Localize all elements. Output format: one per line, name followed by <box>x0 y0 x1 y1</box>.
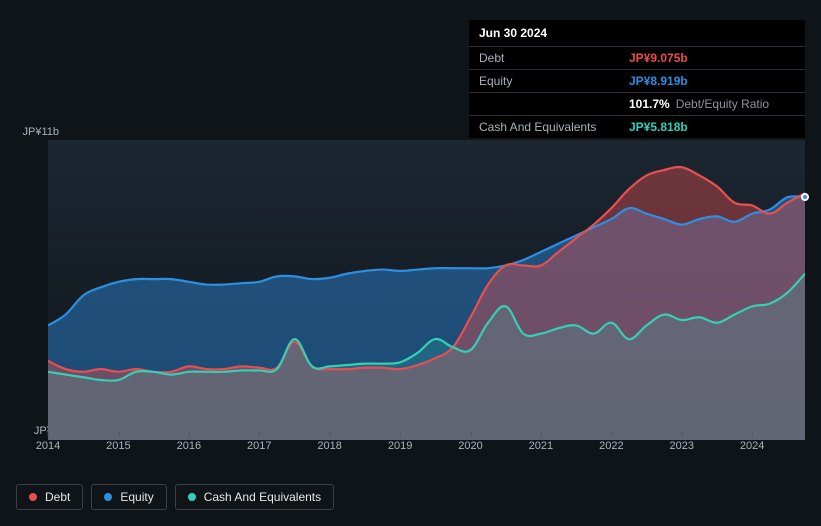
x-tick: 2021 <box>529 440 553 452</box>
legend-dot-icon <box>29 493 37 501</box>
legend-item-debt[interactable]: Debt <box>16 484 83 510</box>
legend-label: Debt <box>45 490 70 504</box>
x-tick: 2014 <box>36 440 60 452</box>
data-tooltip: Jun 30 2024 DebtJP¥9.075bEquityJP¥8.919b… <box>469 20 805 138</box>
tooltip-row-label: Equity <box>479 74 629 88</box>
y-max-label: JP¥11b <box>23 126 60 138</box>
tooltip-row: DebtJP¥9.075b <box>469 47 805 70</box>
tooltip-row: EquityJP¥8.919b <box>469 70 805 93</box>
x-tick: 2016 <box>177 440 201 452</box>
legend-item-equity[interactable]: Equity <box>91 484 166 510</box>
legend-dot-icon <box>188 493 196 501</box>
x-tick: 2023 <box>670 440 694 452</box>
legend-label: Cash And Equivalents <box>204 490 321 504</box>
tooltip-title: Jun 30 2024 <box>469 20 805 47</box>
legend-item-cash[interactable]: Cash And Equivalents <box>175 484 334 510</box>
x-tick: 2022 <box>599 440 623 452</box>
legend: Debt Equity Cash And Equivalents <box>16 484 334 510</box>
x-tick: 2018 <box>317 440 341 452</box>
x-tick: 2015 <box>106 440 130 452</box>
chart-svg <box>48 140 805 440</box>
x-tick: 2017 <box>247 440 271 452</box>
x-tick: 2024 <box>740 440 764 452</box>
end-marker <box>801 193 809 201</box>
tooltip-row-value: 101.7%Debt/Equity Ratio <box>629 97 769 111</box>
tooltip-row-label <box>479 97 629 111</box>
x-tick: 2020 <box>458 440 482 452</box>
tooltip-row: Cash And EquivalentsJP¥5.818b <box>469 116 805 138</box>
tooltip-row-extra: Debt/Equity Ratio <box>676 97 769 111</box>
x-axis: 2014201520162017201820192020202120222023… <box>48 440 805 460</box>
tooltip-row-label: Debt <box>479 51 629 65</box>
x-tick: 2019 <box>388 440 412 452</box>
tooltip-row: 101.7%Debt/Equity Ratio <box>469 93 805 116</box>
tooltip-row-value: JP¥9.075b <box>629 51 688 65</box>
tooltip-row-label: Cash And Equivalents <box>479 120 629 134</box>
tooltip-row-value: JP¥5.818b <box>629 120 688 134</box>
chart-area[interactable] <box>48 140 805 440</box>
legend-dot-icon <box>104 493 112 501</box>
legend-label: Equity <box>120 490 153 504</box>
tooltip-row-value: JP¥8.919b <box>629 74 688 88</box>
